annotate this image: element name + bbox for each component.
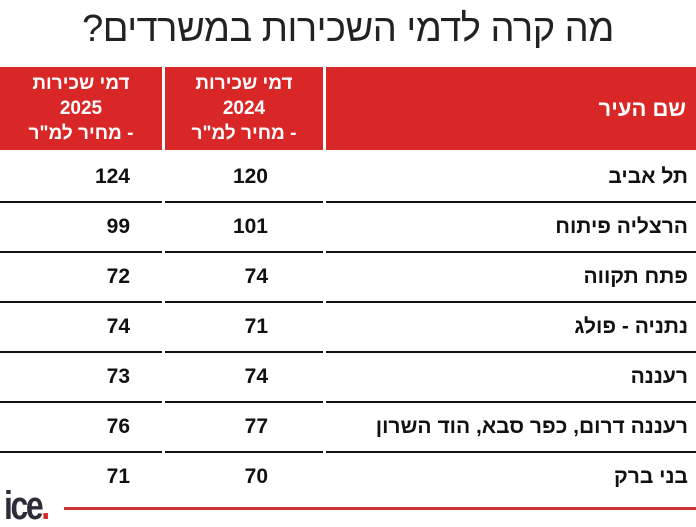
row-divider — [0, 251, 162, 253]
value-2025-cell: 71 — [106, 465, 130, 488]
value-2024-cell: 71 — [244, 315, 268, 338]
row-divider — [326, 351, 696, 353]
row-divider — [326, 401, 696, 403]
header-2024-line2: 2024 — [222, 98, 266, 119]
value-2025-cell: 99 — [106, 215, 130, 238]
table-row: רעננה 74 73 — [0, 353, 696, 403]
row-divider — [0, 301, 162, 303]
value-2025-cell: 76 — [106, 415, 130, 438]
value-2024-cell: 74 — [244, 265, 268, 288]
city-cell: נתניה - פולג — [574, 315, 688, 338]
table-row: פתח תקווה 74 72 — [0, 253, 696, 303]
header-city: שם העיר — [326, 67, 696, 150]
value-2024-cell: 120 — [232, 165, 268, 188]
row-divider — [165, 251, 323, 253]
row-divider — [326, 201, 696, 203]
city-cell: רעננה — [630, 365, 688, 388]
table-row: בני ברק 70 71 — [0, 453, 696, 503]
row-divider — [165, 451, 323, 453]
row-divider — [326, 451, 696, 453]
header-2024: דמי שכירות 2024 - מחיר למ"ר — [165, 67, 323, 150]
page-title: מה קרה לדמי השכירות במשרדים? — [82, 8, 614, 50]
row-divider — [0, 451, 162, 453]
footer-divider — [64, 507, 696, 510]
city-cell: פתח תקווה — [583, 265, 688, 288]
table-row: תל אביב 120 124 — [0, 153, 696, 203]
header-2024-line3: - מחיר למ"ר — [191, 123, 297, 144]
header-2025-line1: דמי שכירות — [32, 73, 130, 94]
row-divider — [0, 351, 162, 353]
header-2025-line2: 2025 — [59, 98, 103, 119]
row-divider — [0, 201, 162, 203]
value-2024-cell: 74 — [244, 365, 268, 388]
ice-logo: ice. — [4, 484, 50, 527]
row-divider — [0, 401, 162, 403]
row-divider — [326, 251, 696, 253]
value-2025-cell: 72 — [106, 265, 130, 288]
city-cell: בני ברק — [614, 465, 688, 488]
row-divider — [326, 301, 696, 303]
table-row: נתניה - פולג 71 74 — [0, 303, 696, 353]
header-2025-line3: - מחיר למ"ר — [28, 123, 134, 144]
value-2025-cell: 74 — [106, 315, 130, 338]
row-divider — [165, 351, 323, 353]
header-2025: דמי שכירות 2025 - מחיר למ"ר — [0, 67, 162, 150]
value-2024-cell: 101 — [232, 215, 268, 238]
value-2024-cell: 70 — [244, 465, 268, 488]
value-2025-cell: 73 — [106, 365, 130, 388]
city-cell: תל אביב — [608, 165, 688, 188]
value-2024-cell: 77 — [244, 415, 268, 438]
row-divider — [165, 301, 323, 303]
table-row: הרצליה פיתוח 101 99 — [0, 203, 696, 253]
table-row: רעננה דרום, כפר סבא, הוד השרון 77 76 — [0, 403, 696, 453]
value-2025-cell: 124 — [94, 165, 130, 188]
city-cell: הרצליה פיתוח — [555, 215, 688, 238]
city-cell: רעננה דרום, כפר סבא, הוד השרון — [375, 415, 688, 438]
header-2024-line1: דמי שכירות — [195, 73, 293, 94]
row-divider — [165, 401, 323, 403]
row-divider — [165, 201, 323, 203]
